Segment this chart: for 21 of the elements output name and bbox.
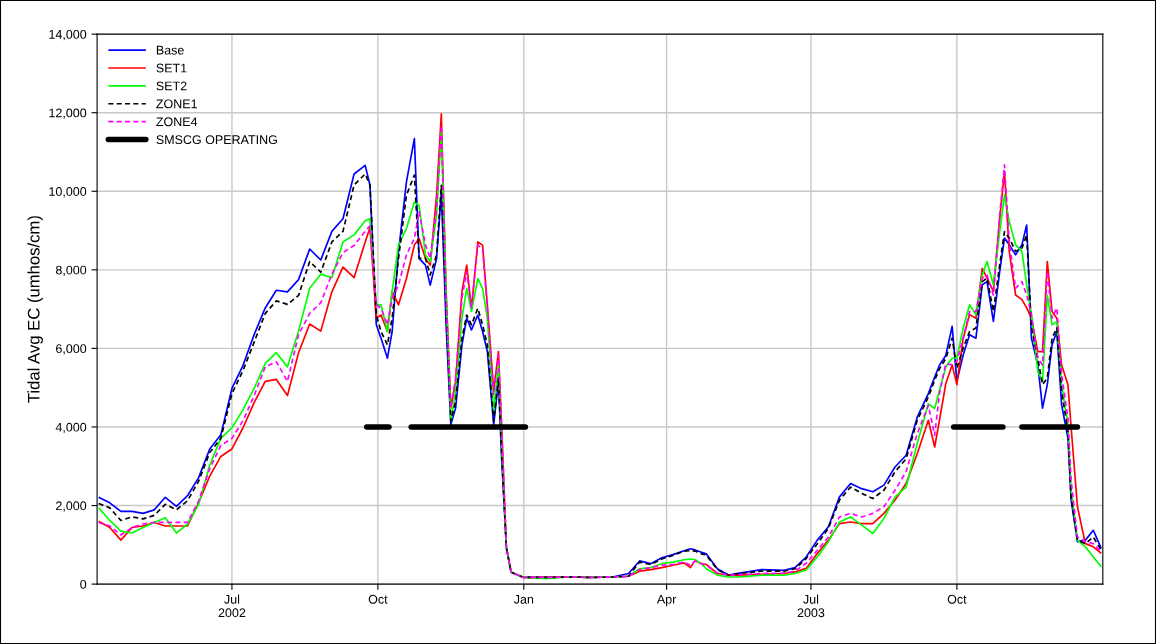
x-tick-label: Oct xyxy=(368,594,388,604)
legend-label: SMSCG OPERATING xyxy=(156,135,277,145)
y-tick-label: 12,000 xyxy=(49,108,87,119)
x-tick-label: Jul 2003 xyxy=(797,594,825,618)
legend-label: SET2 xyxy=(156,81,187,91)
legend-label: ZONE4 xyxy=(156,117,198,127)
legend-label: ZONE1 xyxy=(156,99,197,109)
x-tick-label: Oct xyxy=(947,594,967,604)
legend-label: SET1 xyxy=(156,63,187,73)
y-tick-label: 6,000 xyxy=(56,344,87,355)
y-tick-label: 0 xyxy=(80,579,87,589)
y-tick-label: 4,000 xyxy=(55,422,87,434)
x-tick-label: Jul 2002 xyxy=(218,594,246,618)
legend-label: Base xyxy=(156,45,184,55)
x-tick-label: Apr xyxy=(656,594,677,607)
y-tick-label: 14,000 xyxy=(49,29,87,41)
y-tick-label: 2,000 xyxy=(56,501,87,512)
y-tick-label: 8,000 xyxy=(55,265,87,276)
y-axis-title: Tidal Avg EC (umhos/cm) xyxy=(27,216,43,403)
y-tick-label: 10,000 xyxy=(49,187,87,198)
x-tick-label: Jan xyxy=(513,594,534,604)
